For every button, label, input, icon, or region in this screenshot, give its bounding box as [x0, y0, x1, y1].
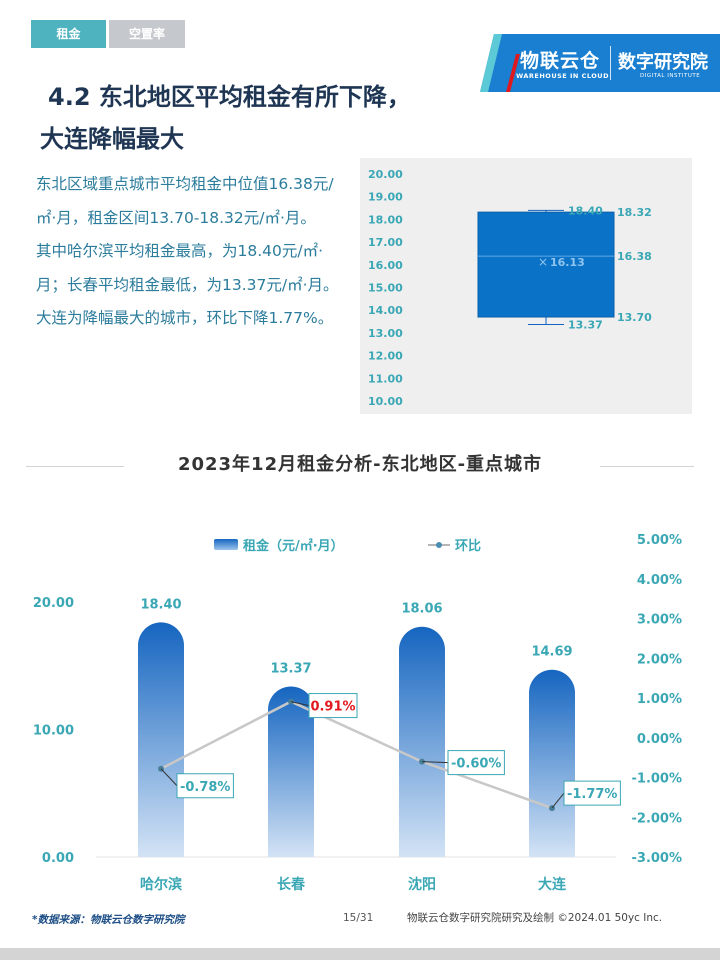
x-category-label: 大连 [538, 876, 567, 893]
page-title-line1: 4.2 东北地区平均租金有所下降， [48, 83, 411, 111]
mom-point [419, 758, 425, 765]
box-mean-marker: × [538, 255, 548, 269]
left-axis-tick-label: 20.00 [33, 596, 74, 611]
box-q1-label: 13.70 [617, 311, 652, 324]
brand-name: 物联云仓 [520, 50, 601, 72]
bar-1 [268, 686, 314, 857]
box-max-label: 18.40 [568, 204, 603, 217]
brand-separator [610, 46, 611, 80]
right-axis-tick-label: 0.00% [637, 732, 682, 747]
x-category-label: 哈尔滨 [140, 876, 182, 893]
chart-title: 2023年12月租金分析-东北地区-重点城市 [177, 454, 543, 475]
brand-subtitle: WAREHOUSE IN CLOUD [516, 72, 609, 80]
left-axis-tick-label: 10.00 [33, 724, 74, 739]
box-y-tick-label: 13.00 [368, 327, 403, 340]
bar-0 [138, 622, 184, 857]
box-y-tick-label: 12.00 [368, 350, 403, 363]
right-axis-tick-label: -2.00% [632, 811, 683, 826]
box-median-label: 16.38 [617, 250, 652, 263]
box-y-tick-label: 16.00 [368, 259, 403, 272]
bar-value-label: 18.40 [140, 597, 181, 612]
bar-3 [529, 669, 575, 857]
legend-line-marker [436, 542, 442, 548]
tab-vacancy-rate[interactable]: 空置率 [109, 20, 185, 48]
box-q3-label: 18.32 [617, 206, 652, 219]
mom-callout-box [447, 750, 505, 776]
mom-value-label: -0.60% [451, 757, 502, 772]
box-min-label: 13.37 [568, 319, 603, 332]
summary-text: 东北区域重点城市平均租金中位值16.38元/㎡·月，租金区间13.70-18.3… [36, 168, 348, 336]
summary-paragraph-1: 东北区域重点城市平均租金中位值16.38元/㎡·月，租金区间13.70-18.3… [36, 175, 334, 227]
page-number: 15/31 [343, 912, 374, 924]
bar-value-label: 14.69 [531, 645, 572, 660]
box-y-tick-label: 20.00 [368, 168, 403, 181]
x-category-label: 长春 [277, 876, 306, 893]
legend-line-label: 环比 [455, 538, 481, 554]
right-axis-tick-label: -3.00% [632, 851, 683, 866]
mom-callout-box [308, 693, 358, 719]
box-plot-panel: 20.00 19.00 18.00 17.00 16.00 15.00 14.00 13.00… [360, 158, 692, 414]
box-plot: 20.00 19.00 18.00 17.00 16.00 15.00 14.00 13.00… [368, 168, 652, 408]
legend-bar-swatch [214, 539, 238, 550]
right-axis-tick-label: 4.00% [637, 573, 682, 588]
box-y-tick-label: 18.00 [368, 213, 403, 226]
mom-callout-leader [551, 792, 565, 809]
right-axis-tick-label: 5.00% [637, 533, 682, 548]
box-y-tick-label: 14.00 [368, 304, 403, 317]
box-y-tick-label: 15.00 [368, 282, 403, 295]
box-iqr [477, 211, 615, 318]
mom-callout-leader [290, 701, 310, 707]
bottom-bar [0, 948, 720, 960]
mom-value-label: -1.77% [567, 787, 618, 802]
brand-institute: 数字研究院 [618, 52, 708, 73]
mom-callout-box [563, 780, 621, 806]
data-source: *数据来源：物联云仓数字研究院 [32, 914, 185, 926]
summary-paragraph-2: 其中哈尔滨平均租金最高，为18.40元/㎡·月；长春平均租金最低，为13.37元… [36, 242, 339, 328]
mom-value-label: 0.91% [310, 700, 355, 715]
brand-institute-subtitle: DIGITAL INSTITUTE [640, 73, 701, 79]
bar-value-label: 18.06 [401, 602, 442, 617]
mom-value-label: -0.78% [180, 780, 231, 795]
mom-line [160, 700, 553, 810]
page-title: 4.2 东北地区平均租金有所下降， 大连降幅最大 [40, 76, 411, 160]
title-divider-left [26, 466, 124, 467]
brand-logo: 物联云仓 WAREHOUSE IN CLOUD 数字研究院 DIGITAL IN… [480, 34, 720, 92]
box-y-tick-label: 10.00 [368, 395, 403, 408]
right-axis-tick-label: 3.00% [637, 613, 682, 628]
box-y-tick-label: 11.00 [368, 372, 403, 385]
brand-background [480, 34, 720, 92]
mom-callout-box [176, 773, 234, 799]
left-axis-tick-label: 0.00 [42, 851, 74, 866]
bar-2 [399, 626, 445, 857]
x-category-label: 沈阳 [408, 876, 436, 893]
right-axis-tick-label: 1.00% [637, 692, 682, 707]
page-title-line2: 大连降幅最大 [40, 125, 184, 153]
right-axis-tick-label: 2.00% [637, 652, 682, 667]
box-mean-label: 16.13 [550, 256, 585, 269]
legend-bar-label: 租金（元/㎡·月） [243, 538, 344, 554]
mom-callout-leader [160, 768, 178, 787]
title-divider-right [600, 466, 694, 467]
right-axis-tick-label: -1.00% [632, 772, 683, 787]
copyright: 物联云仓数字研究院研究及绘制 ©2024.01 50yc Inc. [407, 912, 663, 924]
rent-combo-chart: 20.00 10.00 0.00 5.00% 4.00% 3.00% 2.00% 1.00% 0… [33, 533, 683, 893]
bar-value-label: 13.37 [270, 662, 311, 677]
box-y-tick-label: 17.00 [368, 236, 403, 249]
mom-callout-leader [421, 761, 449, 764]
box-y-tick-label: 19.00 [368, 191, 403, 204]
tab-rent[interactable]: 租金 [31, 20, 106, 48]
